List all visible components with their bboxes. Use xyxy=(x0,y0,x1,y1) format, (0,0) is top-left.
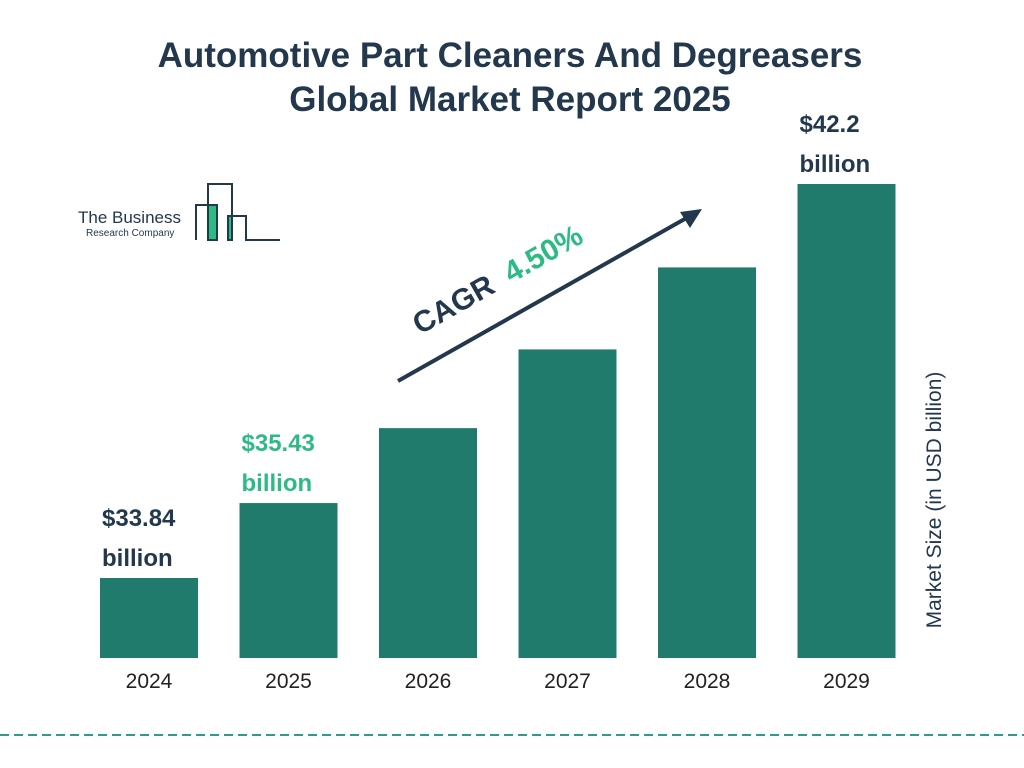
logo-text-line1: The Business xyxy=(78,208,181,227)
data-label: $33.84 xyxy=(102,505,176,532)
logo: The Business Research Company xyxy=(78,183,280,241)
data-label: $35.43 xyxy=(242,430,315,457)
bar-2024 xyxy=(100,578,198,658)
bar-2029 xyxy=(797,184,896,658)
x-tick-label: 2028 xyxy=(684,670,731,693)
x-tick-label: 2026 xyxy=(405,670,452,693)
bar-2026 xyxy=(379,428,477,658)
x-tick-label: 2029 xyxy=(823,670,870,693)
bar-2027 xyxy=(518,349,617,658)
data-label: $42.2 xyxy=(800,111,860,138)
logo-text-line2: Research Company xyxy=(86,228,174,239)
data-label: billion xyxy=(800,151,871,178)
y-axis-label: Market Size (in USD billion) xyxy=(923,372,946,629)
data-label: billion xyxy=(242,470,313,497)
x-tick-label: 2027 xyxy=(544,670,591,693)
bar-2025 xyxy=(239,503,338,658)
chart-title: Automotive Part Cleaners And Degreasers … xyxy=(157,36,863,119)
x-tick-label: 2025 xyxy=(265,670,312,693)
x-tick-label: 2024 xyxy=(126,670,173,693)
bar-2028 xyxy=(658,267,756,658)
data-label: billion xyxy=(102,545,173,572)
